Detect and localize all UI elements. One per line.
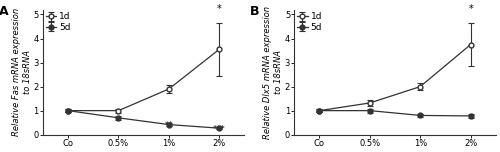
Text: B: B: [250, 5, 260, 18]
Text: A: A: [0, 5, 8, 18]
Text: ***: ***: [213, 125, 226, 134]
Text: *: *: [217, 4, 222, 14]
Legend: 1d, 5d: 1d, 5d: [296, 11, 323, 33]
Y-axis label: Relative Fas mRNA expression
to 18sRNA: Relative Fas mRNA expression to 18sRNA: [12, 8, 32, 136]
Legend: 1d, 5d: 1d, 5d: [44, 11, 72, 33]
Text: **: **: [164, 121, 173, 130]
Text: *: *: [468, 4, 473, 14]
Y-axis label: Relative Dlx5 mRNA expression
to 18sRNA: Relative Dlx5 mRNA expression to 18sRNA: [264, 6, 283, 139]
